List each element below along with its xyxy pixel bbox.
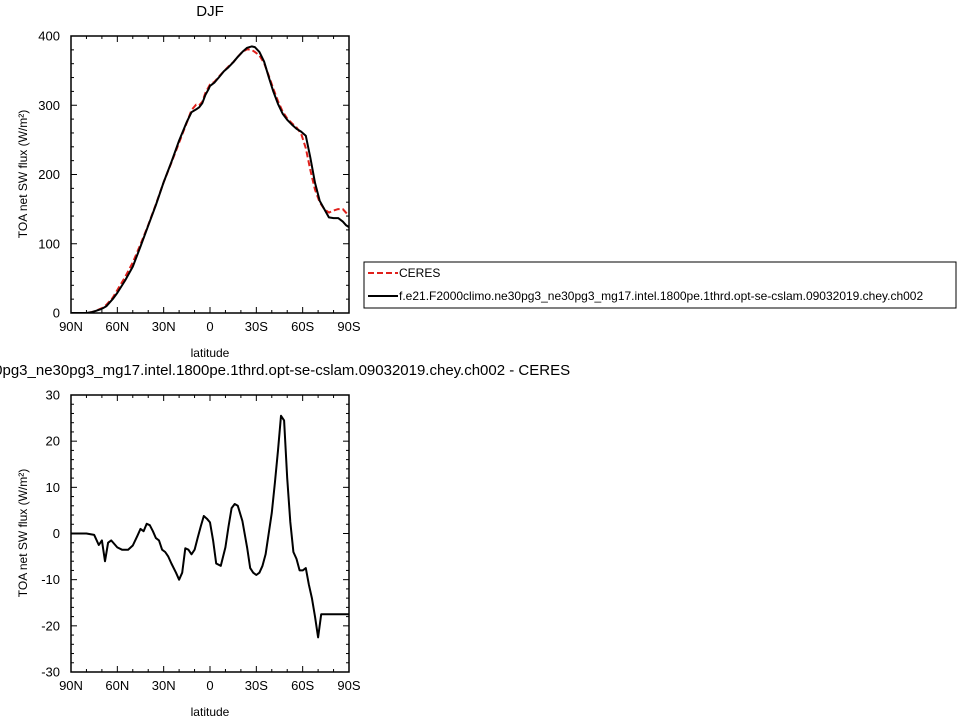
legend: CERES f.e21.F2000climo.ne30pg3_ne30pg3_m… [363, 261, 957, 309]
panel-2-xlabel: latitude [191, 705, 230, 719]
panel-2-ytick-label: -30 [41, 665, 60, 680]
panel-2-xtick-label: 30N [152, 678, 176, 693]
panel-2-title: f.e21.F2000climo.ne30pg3_ne30pg3_mg17.in… [0, 362, 570, 379]
panel-1-xtick-label: 60N [105, 319, 129, 334]
legend-box [363, 261, 957, 309]
panel-2-xtick-label: 90N [59, 678, 83, 693]
panel-1-xtick-label: 30N [152, 319, 176, 334]
panel-1-ytick-label: 0 [53, 306, 60, 321]
panel-1-ylabel: TOA net SW flux (W/m²) [16, 110, 30, 238]
panel-2-ytick-label: 20 [46, 434, 60, 449]
panel-1-xtick-label: 90S [337, 319, 360, 334]
panel-2-xtick-label: 0 [206, 678, 213, 693]
panel-1-xtick-label: 30S [245, 319, 268, 334]
panel-2-ytick-label: 10 [46, 480, 60, 495]
panel-1-title: DJF [196, 3, 224, 20]
panel-1-plot-area: 90N 60N 30N 0 30S 60S 90S 0 100 200 300 400 [38, 29, 361, 335]
panel-2-ylabel: TOA net SW flux (W/m²) [16, 469, 30, 597]
panel-1-ytick-label: 300 [38, 98, 60, 113]
panel-2-ytick-label: 0 [53, 526, 60, 541]
legend-label-model: f.e21.F2000climo.ne30pg3_ne30pg3_mg17.in… [399, 289, 923, 303]
panel-2-ytick-label: -20 [41, 618, 60, 633]
panel-2-ytick-label: -10 [41, 572, 60, 587]
panel-1-xtick-label: 60S [291, 319, 314, 334]
legend-label-ceres: CERES [399, 266, 440, 280]
panel-2-xtick-label: 60S [291, 678, 314, 693]
panel-2-xtick-label: 60N [105, 678, 129, 693]
panel-2-xtick-label: 90S [337, 678, 360, 693]
panel-2-xtick-label: 30S [245, 678, 268, 693]
panel-2: f.e21.F2000climo.ne30pg3_ne30pg3_mg17.in… [0, 362, 570, 719]
panel-1-xtick-label: 0 [206, 319, 213, 334]
panel-1-series-line-1 [71, 48, 349, 313]
panel-2-frame [70, 394, 350, 673]
panel-1-ytick-label: 400 [38, 29, 60, 44]
panel-1-ytick-label: 200 [38, 167, 60, 182]
panel-1-xtick-label: 90N [59, 319, 83, 334]
panel-1-xlabel: latitude [191, 346, 230, 360]
panel-2-ytick-label: 30 [46, 388, 60, 403]
panel-1-frame [70, 35, 350, 314]
panel-2-plot-area: 90N 60N 30N 0 30S 60S 90S -30 -20 -10 0 10 20 30 [41, 388, 361, 694]
panel-1-ytick-label: 100 [38, 236, 60, 251]
panel-1-series-line-2 [71, 45, 349, 313]
panel-1: DJF 90N 60N 30N 0 30S 60S 90S 0 100 200 300 400 lat… [16, 3, 957, 360]
panel-2-series-line-1 [71, 414, 349, 639]
